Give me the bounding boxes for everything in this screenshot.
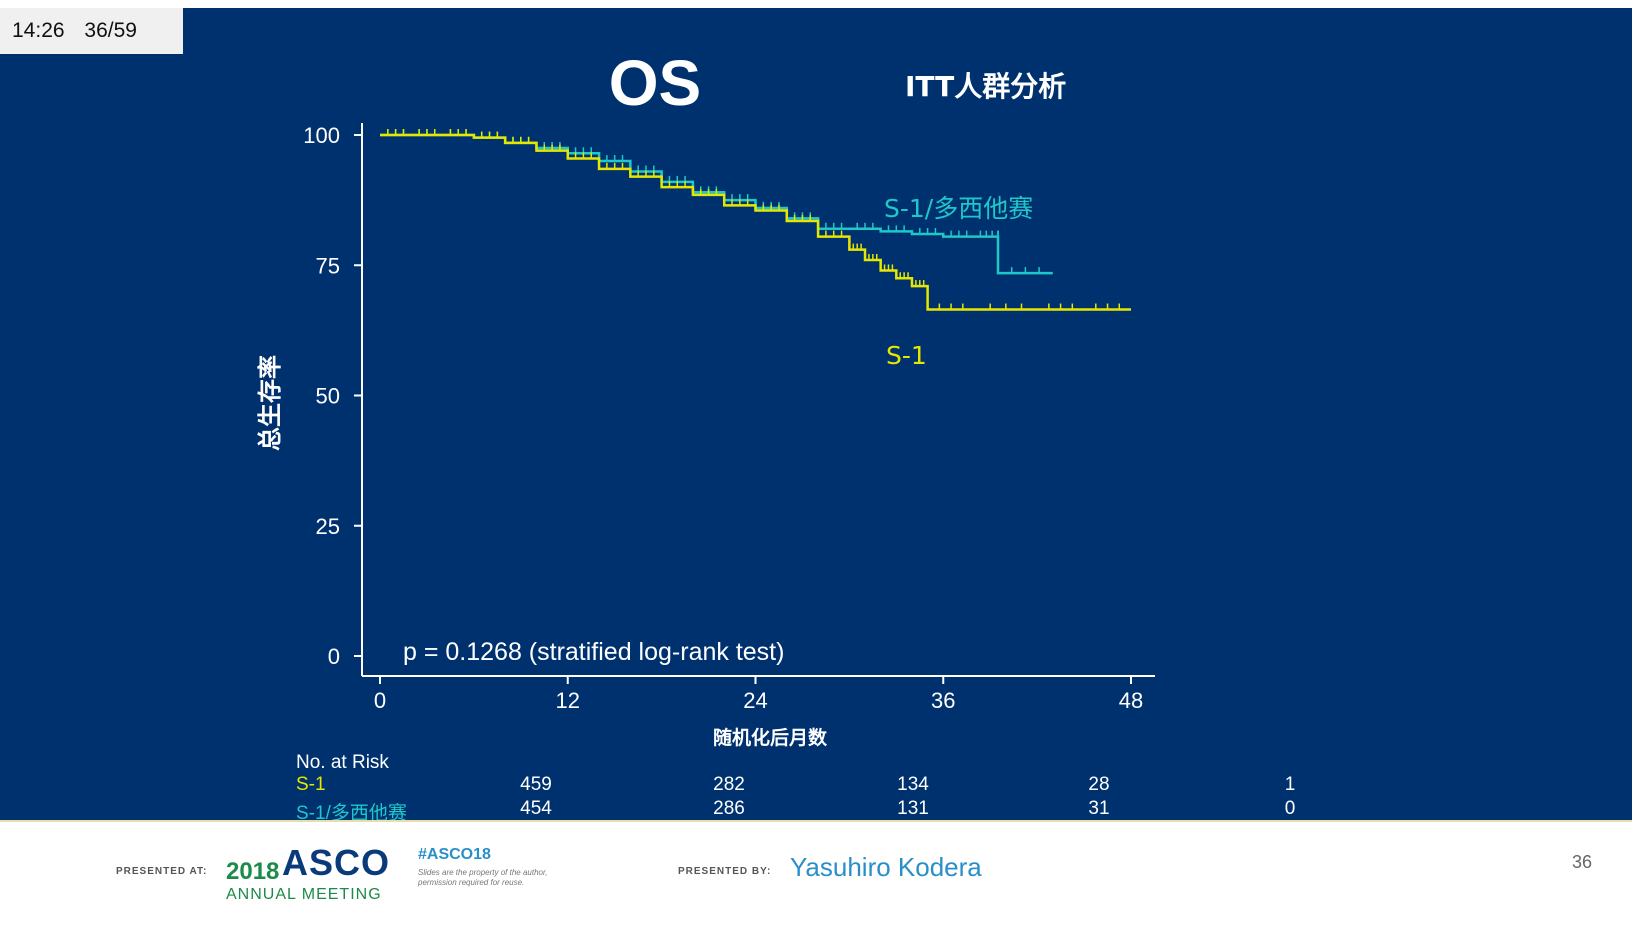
at-risk-row-label: S-1: [296, 774, 326, 795]
page-number: 36: [1572, 852, 1593, 872]
slide-counter: 36/59: [84, 19, 137, 42]
at-risk-value: 134: [897, 774, 929, 795]
asco-subtitle: ANNUAL MEETING: [226, 886, 382, 903]
x-tick-label: 48: [1119, 688, 1143, 713]
at-risk-value: 0: [1284, 798, 1296, 819]
at-risk-value: 459: [520, 774, 552, 795]
timer-overlay: 14:26 36/59: [0, 8, 183, 54]
x-tick-label: 24: [743, 688, 767, 713]
at-risk-value: 31: [1088, 798, 1110, 819]
at-risk-value: 282: [713, 774, 745, 795]
slide-subtitle: ITT人群分析: [905, 70, 1067, 103]
slide-title: OS: [608, 47, 702, 119]
at-risk-row-label: S-1/多西他赛: [296, 803, 407, 820]
slide-canvas: OS ITT人群分析 0 25 50 75 100 0 12 24 36 48 总生存率随机化后月数…: [0, 8, 1632, 820]
at-risk-value: 28: [1088, 774, 1110, 795]
fineprint: Slides are the property of the author, p…: [418, 868, 548, 887]
p-value-annotation: p = 0.1268 (stratified log-rank test): [403, 638, 784, 666]
asco-logo: ASCO: [282, 842, 391, 883]
at-risk-value: 454: [520, 798, 552, 819]
x-tick-label: 0: [374, 688, 386, 713]
asco-year: 2018: [226, 858, 280, 885]
hashtag: #ASCO18: [418, 846, 491, 863]
at-risk-value: 131: [897, 798, 929, 819]
at-risk-value: 1: [1284, 774, 1296, 795]
y-axis-label: 总生存率: [255, 355, 284, 451]
x-axis-label: 随机化后月数: [713, 726, 828, 749]
s1-series-label: S-1: [886, 341, 927, 370]
slide-footer: PRESENTED AT: 2018 ASCO ANNUAL MEETING #…: [0, 820, 1632, 925]
at-risk-value: 286: [713, 798, 745, 819]
x-tick-label: 36: [931, 688, 955, 713]
presented-at-label: PRESENTED AT:: [116, 866, 208, 877]
presented-by-label: PRESENTED BY:: [678, 866, 772, 877]
y-tick-label: 50: [316, 384, 340, 409]
presenter-name: Yasuhiro Kodera: [790, 852, 982, 882]
elapsed-time: 14:26: [12, 19, 65, 42]
y-tick-label: 0: [328, 644, 340, 669]
at-risk-header: No. at Risk: [296, 752, 389, 773]
window-edge: [1632, 0, 1636, 923]
y-tick-label: 100: [303, 123, 340, 148]
y-tick-label: 25: [316, 514, 340, 539]
x-tick-label: 12: [556, 688, 580, 713]
y-tick-label: 75: [316, 253, 340, 278]
s1-survival-curve: [380, 133, 1131, 311]
combo-series-label: S-1/多西他赛: [884, 194, 1033, 223]
